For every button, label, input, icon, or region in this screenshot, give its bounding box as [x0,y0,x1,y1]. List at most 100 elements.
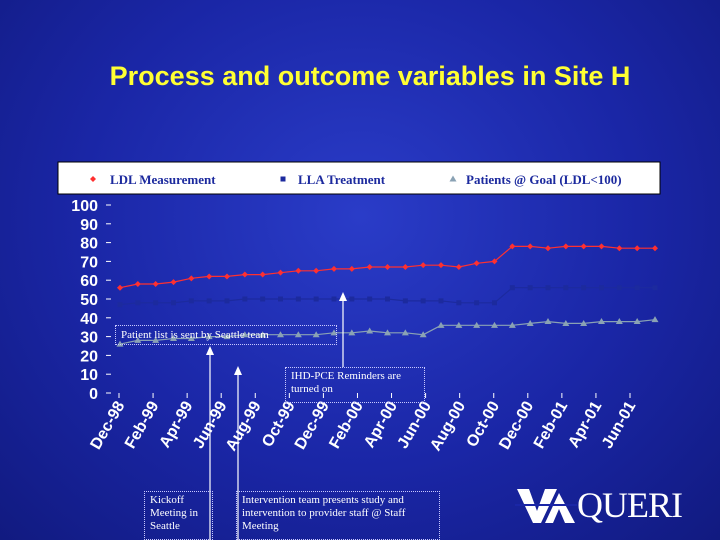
data-point [313,296,319,302]
data-point [580,243,587,250]
data-point [616,285,622,291]
data-point [188,298,194,304]
data-point [491,258,498,265]
data-point [224,273,230,280]
legend-marker [449,175,457,182]
data-point [437,321,445,328]
legend-marker [90,176,96,182]
data-point [492,300,497,306]
data-point [385,296,390,302]
legend-marker [280,176,286,182]
y-tick-label: 20 [80,348,98,365]
data-point [331,265,337,272]
data-point [277,269,284,276]
data-point [651,316,659,323]
data-point [598,243,605,250]
y-tick-label: 0 [89,386,98,403]
data-point [634,285,640,291]
data-point [384,329,391,336]
data-point [491,321,498,328]
y-tick-label: 30 [80,330,98,347]
data-point [223,333,231,340]
y-tick-label: 60 [80,273,98,290]
data-point [241,271,248,278]
data-point [633,318,641,325]
data-point [295,267,302,274]
note-kickoff-meeting: Kickoff Meeting in Seattle [144,491,213,540]
y-tick-label: 90 [80,217,98,234]
data-point [366,264,373,271]
data-point [509,285,515,291]
legend-entry: LLA Treatment [298,172,386,187]
y-tick-label: 10 [80,367,98,384]
queri-logo-text: QUERI [577,485,683,525]
va-logo-icon [515,489,577,523]
data-point [259,271,266,278]
data-point [508,321,516,328]
data-point [599,285,604,291]
data-point [366,327,374,334]
data-point [527,285,533,291]
annotation-arrows [206,292,347,540]
data-point [420,262,427,269]
legend: LDL Measurement LLA Treatment Patients @ G… [90,172,622,187]
data-point [455,321,463,328]
data-point [456,300,462,306]
data-point [349,296,355,302]
x-tick-label: Feb-01 [531,398,572,451]
data-point [634,245,641,252]
data-point [117,302,123,308]
data-point [509,243,516,250]
data-point [135,300,141,306]
arrow-intervention-head [234,366,242,375]
series-2 [117,285,658,308]
data-point [295,296,301,302]
data-point [277,331,284,338]
data-point [116,340,124,347]
data-point [562,243,569,250]
data-point [367,296,373,302]
data-point [187,334,195,341]
data-point [652,245,658,252]
data-point [544,318,552,325]
data-point [117,284,123,291]
data-point [545,245,551,252]
data-point [473,260,480,267]
note-intervention-team: Intervention team presents study and int… [236,491,440,540]
data-point [419,331,427,338]
data-point [581,285,587,291]
x-tick-label: Feb-00 [326,398,367,451]
data-point [206,298,212,304]
data-point [294,331,302,338]
page-title: Process and outcome variables in Site H [109,61,631,91]
data-point [259,331,267,338]
data-point [563,285,569,291]
x-tick-label: Jun-01 [599,398,640,451]
data-point [455,264,462,271]
arrow-ihd-head [339,292,347,301]
data-point [420,298,426,304]
data-point [545,285,551,291]
data-point [401,329,409,336]
data-point [438,298,444,304]
note-patient-list: Patient list is sent by Seattle team [115,325,337,345]
data-point [527,243,534,250]
y-tick-label: 50 [80,292,98,309]
data-point [278,296,283,302]
data-point [134,280,141,287]
series-line [119,287,655,306]
data-point [224,298,230,304]
data-point [402,264,409,271]
note-ihd-pce-reminders: IHD-PCE Reminders are turned on [285,367,425,403]
data-point [313,267,320,274]
data-point [598,318,605,325]
data-point [473,321,481,328]
data-point [580,319,588,326]
data-point [402,298,408,304]
data-point [526,319,534,326]
data-point [312,331,320,338]
y-tick-label: 40 [80,311,98,328]
legend-entry: LDL Measurement [110,172,216,187]
